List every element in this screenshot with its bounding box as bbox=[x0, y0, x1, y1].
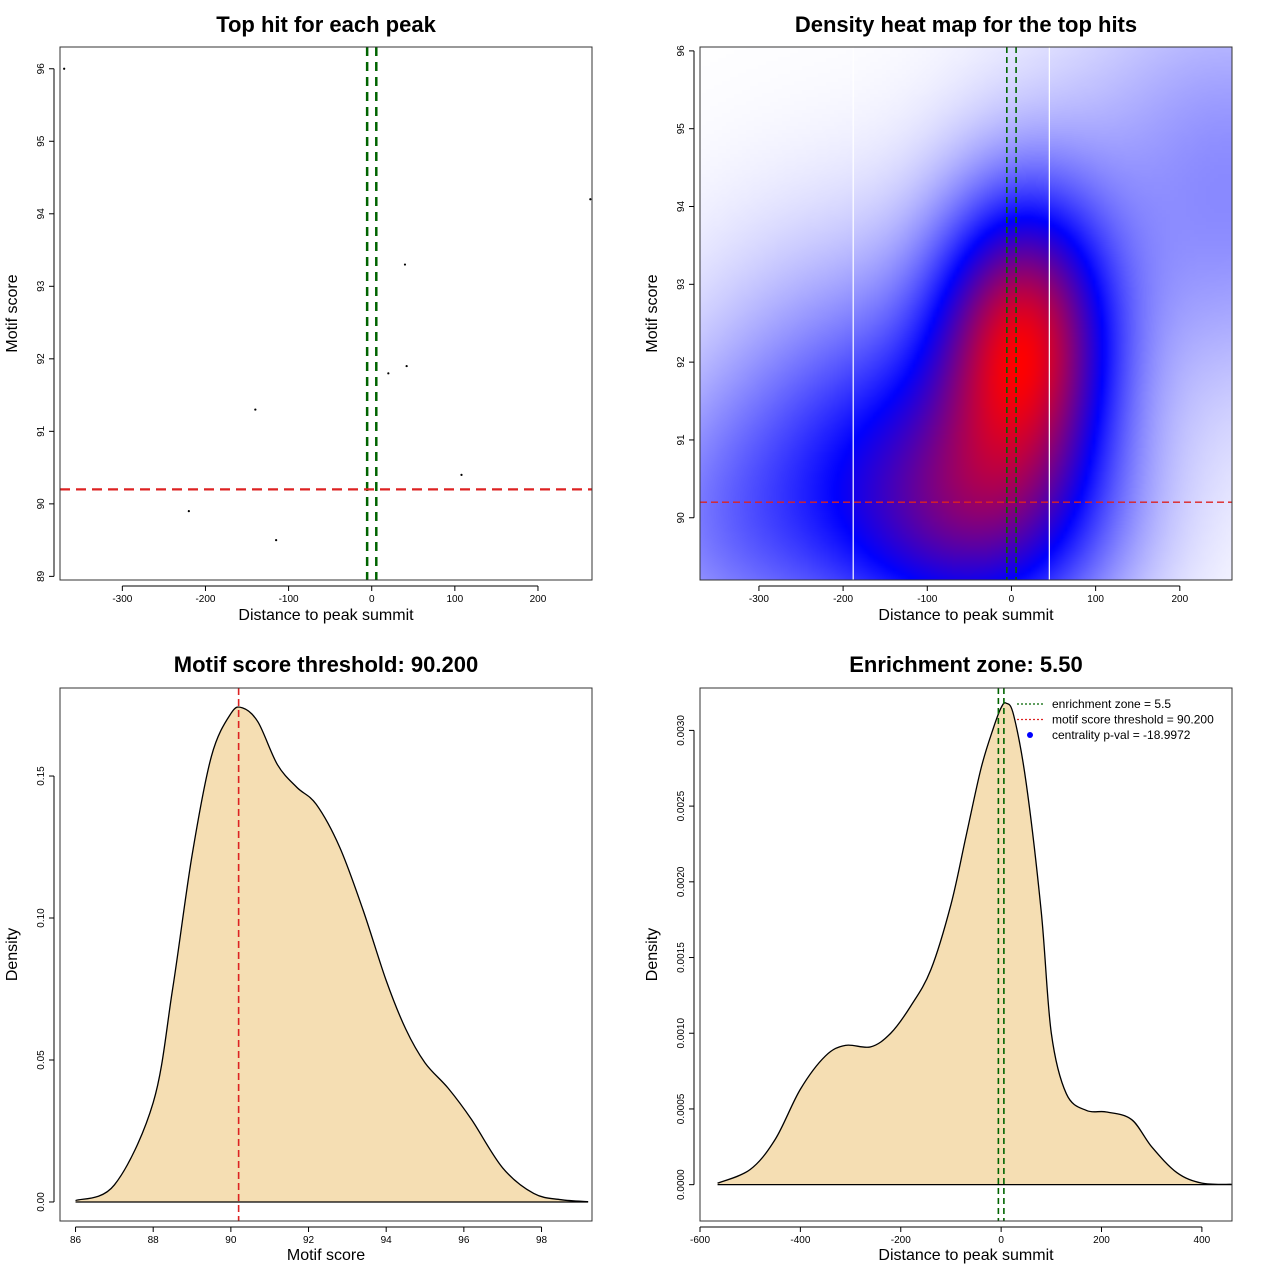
heatmap-panel: Density heat map for the top hits Distanc… bbox=[644, 12, 1233, 624]
x-tick-label: -200 bbox=[891, 1235, 911, 1246]
y-tick-label: 0.15 bbox=[36, 766, 47, 786]
y-tick-label: 95 bbox=[676, 123, 687, 135]
plot-area bbox=[717, 688, 1232, 1221]
y-tick-label: 0.0030 bbox=[676, 715, 687, 746]
x-tick-label: 92 bbox=[303, 1235, 315, 1246]
x-tick-label: -300 bbox=[749, 594, 769, 605]
data-point bbox=[387, 372, 390, 375]
x-tick-label: 90 bbox=[225, 1235, 237, 1246]
data-point bbox=[275, 539, 278, 542]
x-tick-label: -100 bbox=[917, 594, 937, 605]
x-tick-label: 200 bbox=[1171, 594, 1188, 605]
y-tick-label: 90 bbox=[36, 498, 47, 510]
plot-frame bbox=[699, 46, 1233, 581]
density-heatmap bbox=[700, 47, 1232, 580]
y-axis-label: Motif score bbox=[644, 274, 661, 352]
x-axis-label: Distance to peak summit bbox=[878, 607, 1054, 624]
x-tick-label: 96 bbox=[458, 1235, 470, 1246]
y-tick-label: 91 bbox=[36, 425, 47, 437]
y-tick-label: 93 bbox=[676, 278, 687, 290]
x-tick-label: 100 bbox=[447, 594, 464, 605]
x-axis-label: Distance to peak summit bbox=[238, 607, 414, 624]
y-tick-label: 0.0020 bbox=[676, 866, 687, 897]
x-tick-label: 0 bbox=[369, 594, 375, 605]
y-tick-label: 0.0025 bbox=[676, 790, 687, 821]
density-curve bbox=[75, 706, 589, 1203]
x-tick-label: 200 bbox=[1093, 1235, 1110, 1246]
y-tick-label: 92 bbox=[676, 356, 687, 368]
plot-background bbox=[60, 47, 592, 580]
x-tick-label: -200 bbox=[833, 594, 853, 605]
data-point bbox=[403, 263, 407, 266]
x-tick-label: 400 bbox=[1194, 1235, 1211, 1246]
y-tick-label: 0.0000 bbox=[676, 1169, 687, 1200]
legend: enrichment zone = 5.5 motif score thresho… bbox=[1017, 697, 1214, 742]
x-tick-label: 86 bbox=[70, 1235, 82, 1246]
x-tick-label: 98 bbox=[536, 1235, 548, 1246]
x-tick-label: 94 bbox=[381, 1235, 393, 1246]
y-tick-label: 94 bbox=[676, 201, 687, 213]
plot-frame bbox=[59, 687, 593, 1222]
y-axis-label: Motif score bbox=[4, 274, 21, 352]
data-point bbox=[63, 67, 66, 70]
y-tick-label: 0.05 bbox=[36, 1050, 47, 1070]
x-tick-label: -200 bbox=[195, 594, 215, 605]
y-tick-label: 0.10 bbox=[36, 908, 47, 928]
data-point bbox=[405, 364, 408, 368]
data-point bbox=[589, 198, 592, 201]
legend-label: centrality p-val = -18.9972 bbox=[1052, 728, 1191, 742]
x-tick-label: 88 bbox=[148, 1235, 160, 1246]
x-axis-label: Distance to peak summit bbox=[878, 1247, 1054, 1264]
plot-area bbox=[75, 688, 589, 1221]
score-density-panel: Motif score threshold: 90.200 Motif score… bbox=[4, 652, 593, 1264]
chart-title: Density heat map for the top hits bbox=[795, 12, 1137, 37]
chart-title: Motif score threshold: 90.200 bbox=[174, 652, 478, 677]
data-point bbox=[254, 408, 257, 411]
density-area bbox=[75, 706, 589, 1202]
y-axis-label: Density bbox=[4, 928, 21, 981]
y-tick-label: 93 bbox=[36, 280, 47, 292]
plot-frame bbox=[699, 687, 1233, 1222]
y-tick-label: 96 bbox=[36, 63, 47, 75]
y-tick-label: 94 bbox=[36, 208, 47, 220]
y-tick-label: 91 bbox=[676, 434, 687, 446]
plot-area bbox=[700, 47, 1232, 580]
density-curve bbox=[717, 702, 1232, 1186]
distance-density-panel: Enrichment zone: 5.50 Distance to peak su… bbox=[644, 652, 1233, 1264]
x-tick-label: -100 bbox=[279, 594, 299, 605]
x-tick-label: 0 bbox=[998, 1235, 1004, 1246]
y-tick-label: 0.00 bbox=[36, 1192, 47, 1212]
x-tick-label: -300 bbox=[112, 594, 132, 605]
data-point bbox=[187, 510, 190, 513]
x-tick-label: 0 bbox=[1009, 594, 1015, 605]
y-tick-label: 0.0005 bbox=[676, 1093, 687, 1124]
y-tick-label: 89 bbox=[36, 570, 47, 582]
chart-title: Enrichment zone: 5.50 bbox=[849, 652, 1083, 677]
x-tick-label: -400 bbox=[790, 1235, 810, 1246]
legend-label: enrichment zone = 5.5 bbox=[1052, 697, 1171, 711]
x-tick-label: 200 bbox=[530, 594, 547, 605]
legend-label: motif score threshold = 90.200 bbox=[1052, 713, 1214, 727]
y-tick-label: 0.0010 bbox=[676, 1018, 687, 1049]
legend-dot-swatch bbox=[1027, 732, 1033, 738]
scatter-panel: Top hit for each peak Distance to peak su… bbox=[4, 12, 593, 624]
plot-area bbox=[60, 47, 592, 580]
y-tick-label: 92 bbox=[36, 353, 47, 365]
x-tick-label: -600 bbox=[690, 1235, 710, 1246]
y-axis-label: Density bbox=[644, 928, 661, 981]
x-axis-label: Motif score bbox=[287, 1247, 365, 1264]
density-area bbox=[717, 702, 1232, 1185]
y-tick-label: 0.0015 bbox=[676, 942, 687, 973]
y-tick-label: 96 bbox=[676, 45, 687, 57]
chart-title: Top hit for each peak bbox=[216, 12, 436, 37]
data-point bbox=[460, 473, 463, 476]
y-tick-label: 90 bbox=[676, 512, 687, 524]
y-tick-label: 95 bbox=[36, 135, 47, 147]
x-tick-label: 100 bbox=[1087, 594, 1104, 605]
plot-frame bbox=[59, 46, 593, 581]
